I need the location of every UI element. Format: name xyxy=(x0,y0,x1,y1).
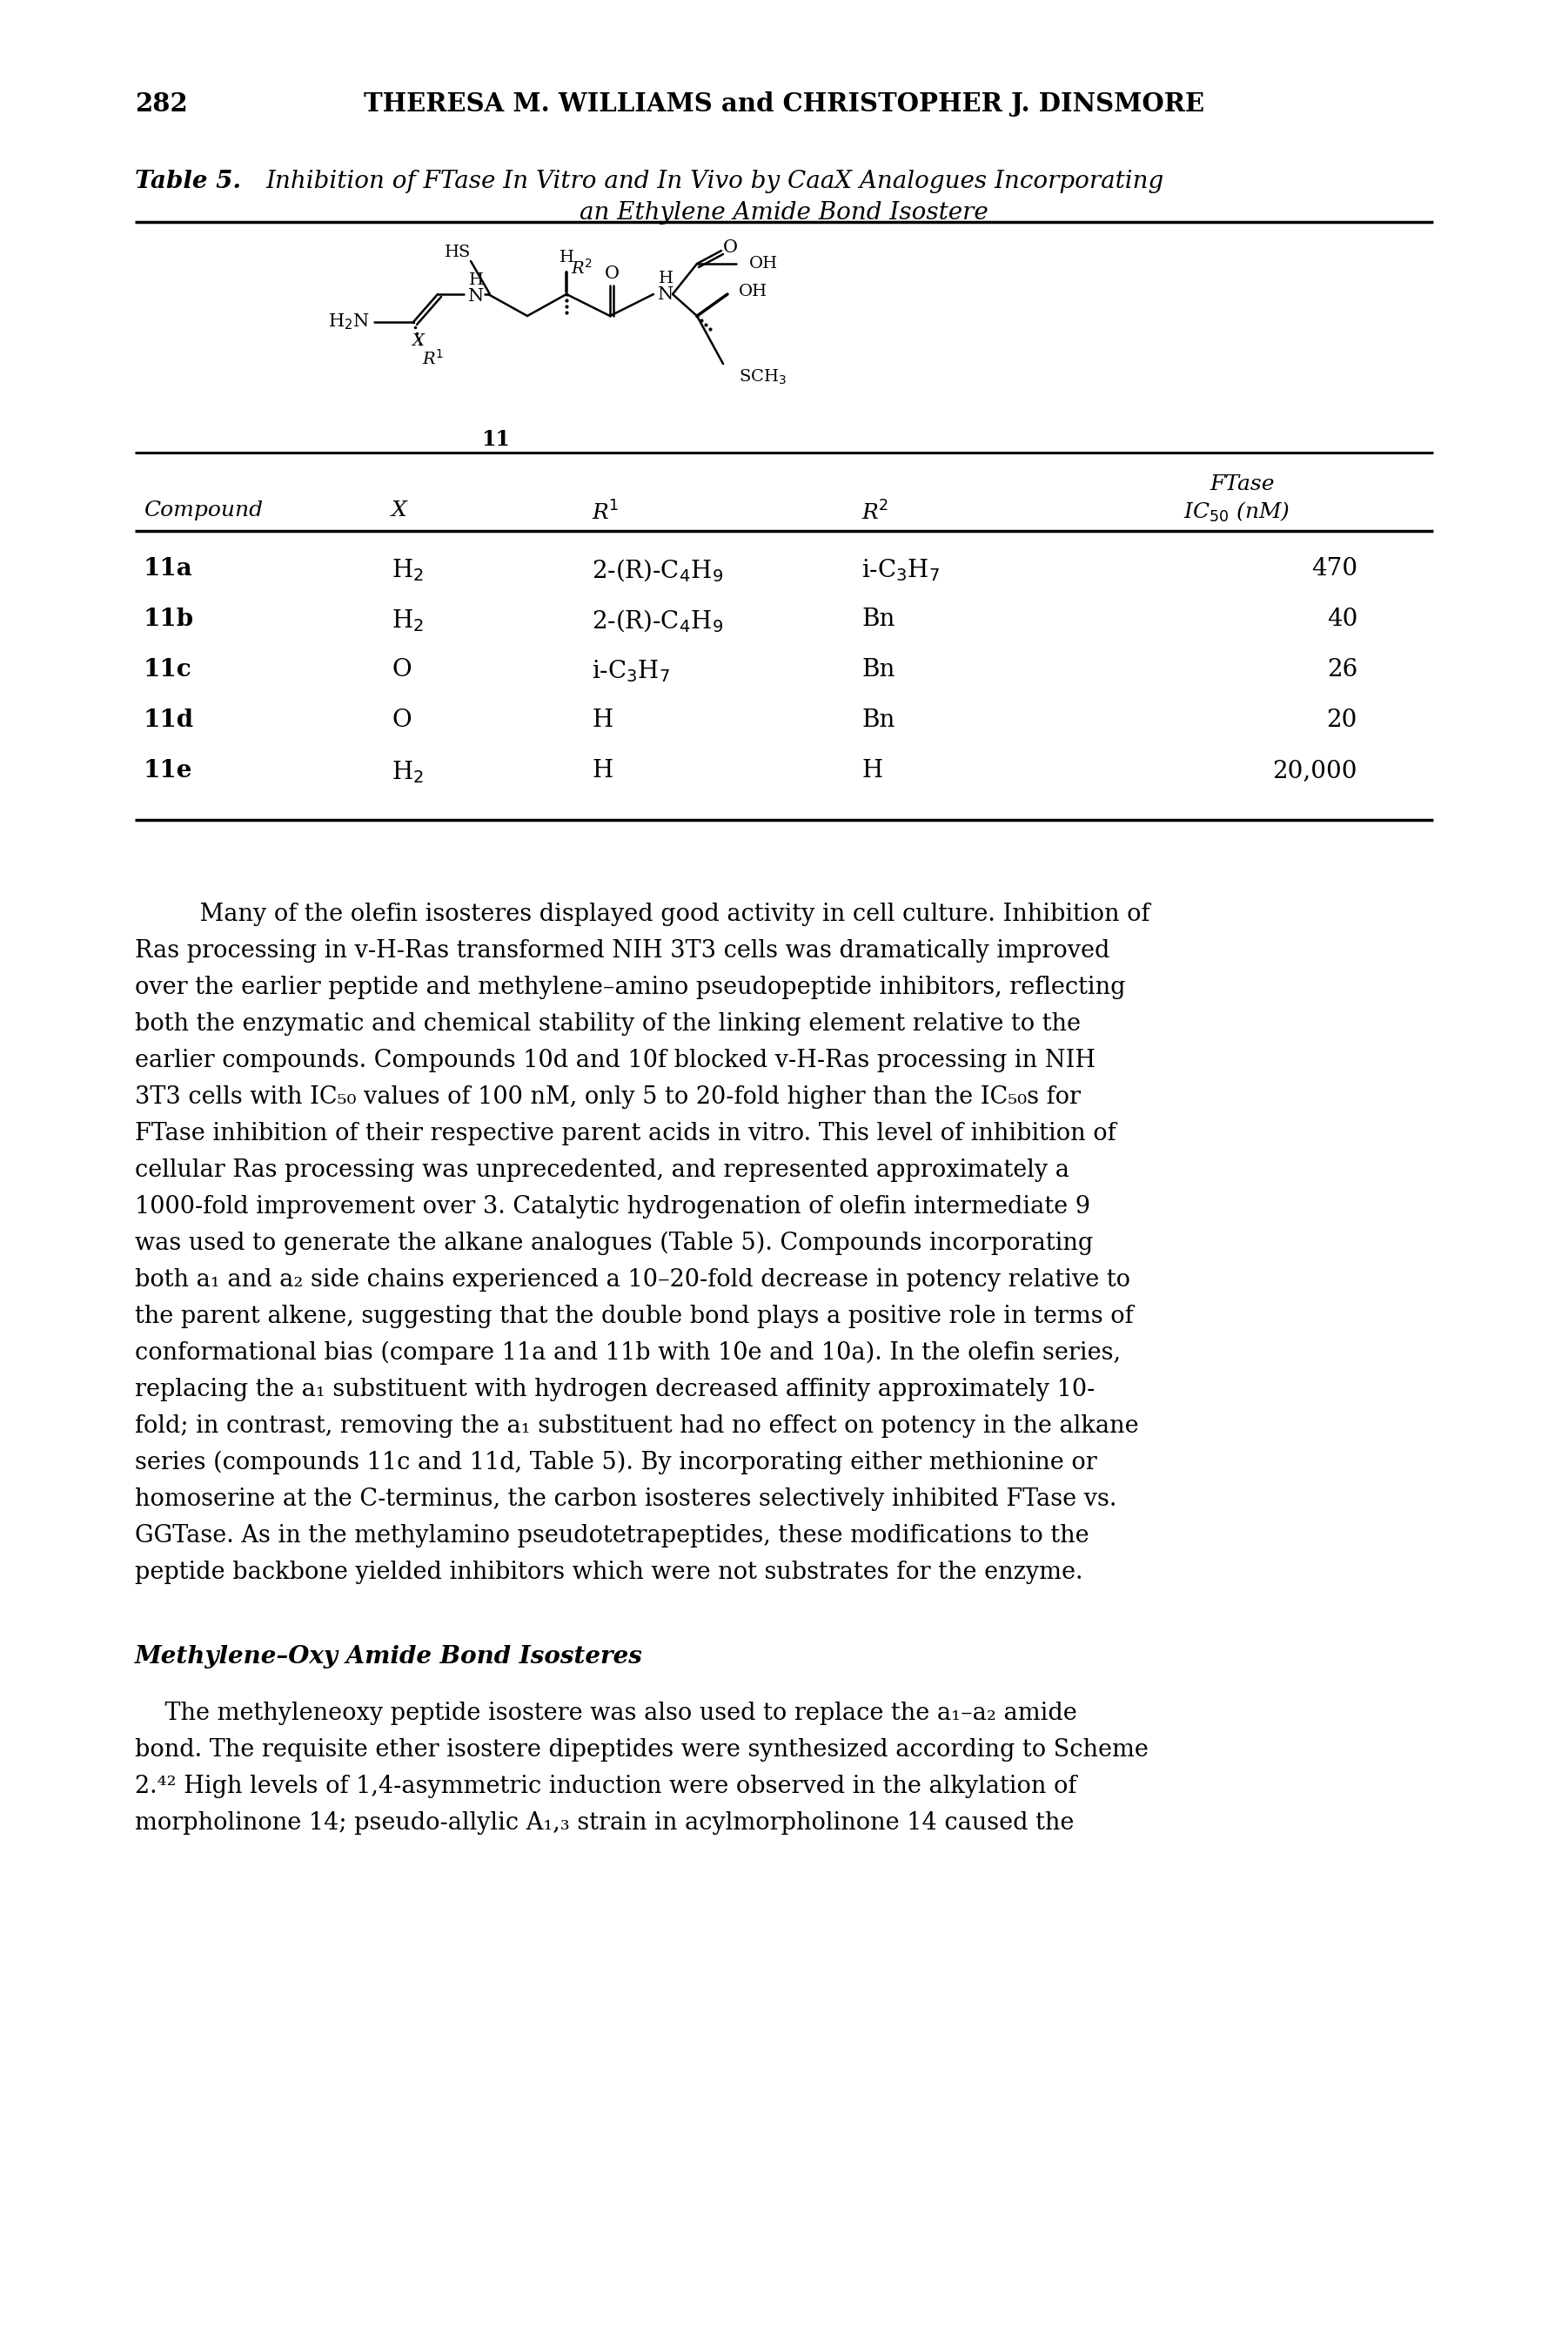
Text: R$^2$: R$^2$ xyxy=(861,501,887,524)
Text: 1000-fold improvement over 3. Catalytic hydrogenation of olefin intermediate 9: 1000-fold improvement over 3. Catalytic … xyxy=(135,1196,1090,1220)
Text: OH: OH xyxy=(739,284,768,298)
Text: conformational bias (compare 11a and 11b with 10e and 10a). In the olefin series: conformational bias (compare 11a and 11b… xyxy=(135,1342,1121,1365)
Text: 40: 40 xyxy=(1327,609,1358,632)
Text: 26: 26 xyxy=(1327,658,1358,682)
Text: series (compounds 11c and 11d, Table 5). By incorporating either methionine or: series (compounds 11c and 11d, Table 5).… xyxy=(135,1450,1098,1476)
Text: 20: 20 xyxy=(1327,707,1358,731)
Text: GGTase. As in the methylamino pseudotetrapeptides, these modifications to the: GGTase. As in the methylamino pseudotetr… xyxy=(135,1525,1090,1549)
Text: Inhibition of FTase In Vitro and In Vivo by CaaX Analogues Incorporating: Inhibition of FTase In Vitro and In Vivo… xyxy=(265,169,1163,193)
Text: Methylene–Oxy Amide Bond Isosteres: Methylene–Oxy Amide Bond Isosteres xyxy=(135,1645,643,1668)
Text: cellular Ras processing was unprecedented, and represented approximately a: cellular Ras processing was unprecedente… xyxy=(135,1159,1069,1182)
Text: was used to generate the alkane analogues (Table 5). Compounds incorporating: was used to generate the alkane analogue… xyxy=(135,1231,1093,1255)
Text: O: O xyxy=(392,658,411,682)
Text: replacing the a₁ substituent with hydrogen decreased affinity approximately 10-: replacing the a₁ substituent with hydrog… xyxy=(135,1377,1094,1401)
Text: H$_2$: H$_2$ xyxy=(392,557,423,583)
Text: HS: HS xyxy=(444,244,470,261)
Text: 2.⁴² High levels of 1,4-asymmetric induction were observed in the alkylation of: 2.⁴² High levels of 1,4-asymmetric induc… xyxy=(135,1774,1077,1798)
Text: R$^2$: R$^2$ xyxy=(571,258,593,277)
Text: IC$_{50}$ (nM): IC$_{50}$ (nM) xyxy=(1184,501,1290,524)
Text: H: H xyxy=(591,707,613,731)
Text: H: H xyxy=(469,273,483,289)
Text: 2-(R)-C$_4$H$_9$: 2-(R)-C$_4$H$_9$ xyxy=(591,609,723,635)
Text: H$_2$: H$_2$ xyxy=(392,609,423,635)
Text: The methyleneoxy peptide isostere was also used to replace the a₁–a₂ amide: The methyleneoxy peptide isostere was al… xyxy=(135,1701,1077,1725)
Text: H$_2$: H$_2$ xyxy=(392,759,423,785)
Text: O: O xyxy=(723,240,737,256)
Text: an Ethylene Amide Bond Isostere: an Ethylene Amide Bond Isostere xyxy=(580,202,988,226)
Text: both the enzymatic and chemical stability of the linking element relative to the: both the enzymatic and chemical stabilit… xyxy=(135,1013,1080,1036)
Text: 11a: 11a xyxy=(144,557,193,580)
Text: i-C$_3$H$_7$: i-C$_3$H$_7$ xyxy=(861,557,939,583)
Text: R$^1$: R$^1$ xyxy=(591,501,619,524)
Text: X: X xyxy=(412,334,423,350)
Text: bond. The requisite ether isostere dipeptides were synthesized according to Sche: bond. The requisite ether isostere dipep… xyxy=(135,1739,1148,1762)
Text: peptide backbone yielded inhibitors which were not substrates for the enzyme.: peptide backbone yielded inhibitors whic… xyxy=(135,1560,1083,1584)
Text: FTase inhibition of their respective parent acids in vitro. This level of inhibi: FTase inhibition of their respective par… xyxy=(135,1121,1116,1144)
Text: 282: 282 xyxy=(135,92,188,118)
Text: Bn: Bn xyxy=(861,707,895,731)
Text: morpholinone 14; pseudo-allylic A₁,₃ strain in acylmorpholinone 14 caused the: morpholinone 14; pseudo-allylic A₁,₃ str… xyxy=(135,1812,1074,1835)
Text: Table 5.: Table 5. xyxy=(135,169,241,193)
Text: 470: 470 xyxy=(1311,557,1358,580)
Text: 3T3 cells with IC₅₀ values of 100 nM, only 5 to 20-fold higher than the IC₅₀s fo: 3T3 cells with IC₅₀ values of 100 nM, on… xyxy=(135,1086,1080,1109)
Text: H: H xyxy=(591,759,613,783)
Text: over the earlier peptide and methylene–amino pseudopeptide inhibitors, reflectin: over the earlier peptide and methylene–a… xyxy=(135,975,1126,999)
Text: 20,000: 20,000 xyxy=(1273,759,1358,783)
Text: both a₁ and a₂ side chains experienced a 10–20-fold decrease in potency relative: both a₁ and a₂ side chains experienced a… xyxy=(135,1269,1131,1292)
Text: Compound: Compound xyxy=(144,501,263,519)
Text: 11: 11 xyxy=(481,430,510,449)
Text: H: H xyxy=(861,759,883,783)
Text: H: H xyxy=(560,249,574,266)
Text: THERESA M. WILLIAMS and CHRISTOPHER J. DINSMORE: THERESA M. WILLIAMS and CHRISTOPHER J. D… xyxy=(364,92,1204,118)
Text: 11e: 11e xyxy=(144,759,193,783)
Text: H$_2$N: H$_2$N xyxy=(328,313,370,331)
Text: i-C$_3$H$_7$: i-C$_3$H$_7$ xyxy=(591,658,670,684)
Text: 11d: 11d xyxy=(144,707,194,731)
Text: Bn: Bn xyxy=(861,609,895,632)
Text: homoserine at the C-terminus, the carbon isosteres selectively inhibited FTase v: homoserine at the C-terminus, the carbon… xyxy=(135,1488,1116,1511)
Text: Bn: Bn xyxy=(861,658,895,682)
Text: FTase: FTase xyxy=(1209,475,1275,494)
Text: Many of the olefin isosteres displayed good activity in cell culture. Inhibition: Many of the olefin isosteres displayed g… xyxy=(169,902,1149,926)
Text: O: O xyxy=(604,266,619,282)
Text: earlier compounds. Compounds 10d and 10f blocked v-H-Ras processing in NIH: earlier compounds. Compounds 10d and 10f… xyxy=(135,1048,1096,1072)
Text: the parent alkene, suggesting that the double bond plays a positive role in term: the parent alkene, suggesting that the d… xyxy=(135,1304,1134,1328)
Text: 2-(R)-C$_4$H$_9$: 2-(R)-C$_4$H$_9$ xyxy=(591,557,723,583)
Text: SCH$_3$: SCH$_3$ xyxy=(739,367,787,385)
Text: O: O xyxy=(392,707,411,731)
Text: N: N xyxy=(657,287,674,303)
Text: H: H xyxy=(659,270,673,287)
Text: 11b: 11b xyxy=(144,609,194,632)
Text: R$^1$: R$^1$ xyxy=(422,350,444,369)
Text: 11c: 11c xyxy=(144,658,191,682)
Text: OH: OH xyxy=(750,256,778,273)
Text: Ras processing in v-H-Ras transformed NIH 3T3 cells was dramatically improved: Ras processing in v-H-Ras transformed NI… xyxy=(135,940,1110,963)
Text: N: N xyxy=(467,287,485,303)
Text: fold; in contrast, removing the a₁ substituent had no effect on potency in the a: fold; in contrast, removing the a₁ subst… xyxy=(135,1415,1138,1438)
Text: X: X xyxy=(392,501,408,519)
